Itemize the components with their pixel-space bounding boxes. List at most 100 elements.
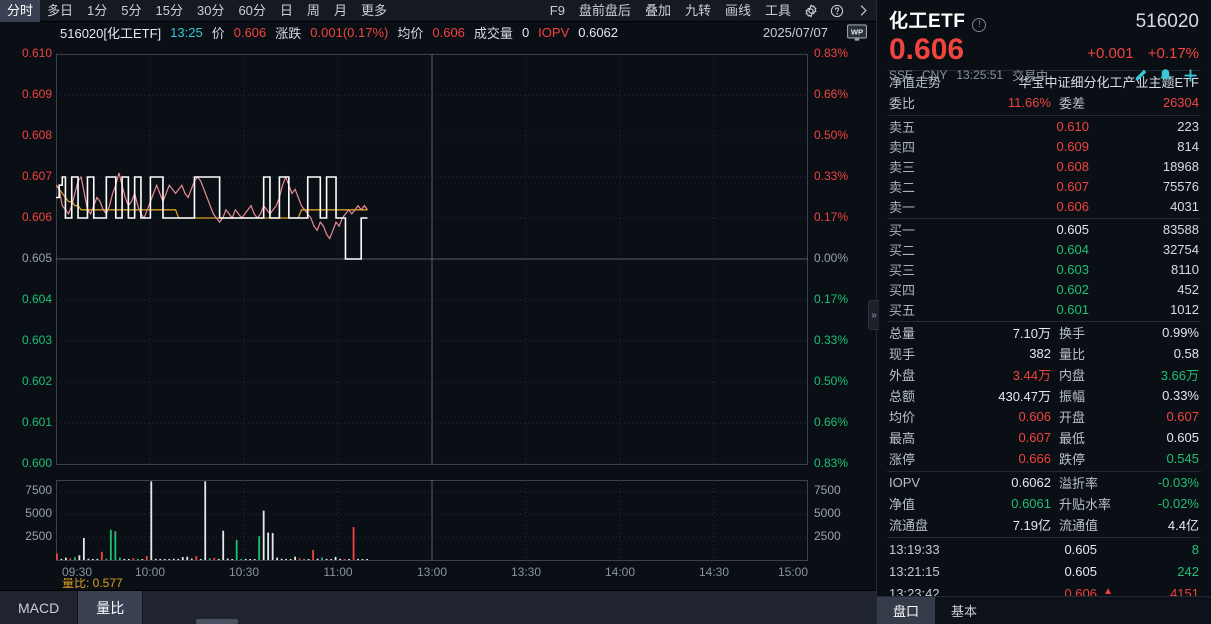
bell-icon[interactable] (1157, 68, 1174, 83)
price-tick-left-3: 0.607 (21, 169, 52, 183)
panel-tab-盘口[interactable]: 盘口 (877, 597, 936, 624)
toolbar-action-4[interactable]: 画线 (724, 2, 751, 18)
stat-row: 外盘 3.44万 内盘 3.66万 (877, 364, 1211, 385)
bid-price: 0.603 (1056, 261, 1089, 277)
ask-qty: 4031 (1170, 198, 1199, 214)
bid-row[interactable]: 买三 0.603 8110 (877, 259, 1211, 279)
bid-level-label: 买一 (889, 222, 916, 238)
ask-row[interactable]: 卖二 0.607 75576 (877, 176, 1211, 196)
indicator-tab-MACD[interactable]: MACD (0, 591, 79, 624)
help-icon[interactable] (824, 0, 850, 22)
toolbar-action-2[interactable]: 叠加 (644, 2, 671, 18)
price-tick-left-6: 0.604 (21, 292, 52, 306)
order-ratio-value: 11.66% (1007, 95, 1051, 110)
ask-row[interactable]: 卖五 0.610 223 (877, 116, 1211, 136)
time-tick-8: 15:00 (777, 565, 808, 579)
toolbar-item-0[interactable]: 分时 (0, 0, 41, 22)
toolbar-item-5[interactable]: 30分 (196, 2, 225, 18)
price-axis-left: 0.610 0.609 0.608 0.607 0.606 0.605 0.604 0.603… (0, 42, 56, 572)
panel-collapse-icon[interactable]: » (868, 300, 879, 330)
tick-qty: 242 (1177, 563, 1199, 579)
chevron-right-icon[interactable] (850, 0, 876, 22)
ask-qty: 223 (1177, 118, 1199, 134)
divider (887, 115, 1201, 116)
chart-toolbar: 分时 多日 1分 5分 15分 30分 60分日周月更多 F9 盘前盘后 叠加 九转 画线 工具 (0, 0, 876, 22)
toolbar-item-8[interactable]: 周 (306, 2, 320, 18)
toolbar-item-1[interactable]: 多日 (47, 2, 74, 18)
plus-icon[interactable] (1182, 68, 1199, 83)
exchange-label: SSE (889, 68, 914, 82)
price-tick-left-10: 0.600 (21, 456, 52, 470)
bid-row[interactable]: 买五 0.601 1012 (877, 299, 1211, 319)
toolbar-item-9[interactable]: 月 (333, 2, 347, 18)
edit-icon[interactable] (1132, 68, 1149, 83)
ask-price: 0.607 (1056, 178, 1089, 194)
bid-price: 0.605 (1056, 221, 1089, 237)
stat-key2: 量比 (1059, 347, 1086, 362)
toolbar-action-0[interactable]: F9 (549, 2, 565, 18)
divider (887, 471, 1201, 472)
fund-stat-row: 流通盘 7.19亿 流通值 4.4亿 (877, 514, 1211, 535)
nav-trend-row: 净值走势 华宝中证细分化工产业主题ETF (877, 71, 1211, 92)
bid-price: 0.601 (1056, 301, 1089, 317)
toolbar-item-6[interactable]: 60分 (238, 2, 266, 18)
tick-time: 13:21:15 (889, 563, 940, 579)
panel-tab-基本[interactable]: 基本 (951, 604, 978, 619)
bid-level-label: 买二 (889, 242, 916, 258)
toolbar-item-10[interactable]: 更多 (360, 2, 387, 18)
pct-tick-right-10: 0.83% (814, 456, 849, 470)
ask-price: 0.610 (1056, 118, 1089, 134)
stat-row: 总额 430.47万 振幅 0.33% (877, 385, 1211, 406)
bid-row[interactable]: 买一 0.605 83588 (877, 219, 1211, 239)
ask-row[interactable]: 卖一 0.606 4031 (877, 196, 1211, 216)
ask-book: 卖五 0.610 223 卖四 0.609 814 卖三 0.608 18968 卖二 0.607 7… (877, 116, 1211, 216)
chart-change-value: 0.001(0.17%) (310, 24, 389, 40)
indicator-tab-量比[interactable]: 量比 (78, 591, 144, 624)
ask-level-label: 卖五 (889, 119, 916, 135)
order-ratio-row: 委比 11.66% 委差 26304 (877, 92, 1211, 113)
toolbar-item-7[interactable]: 日 (279, 2, 293, 18)
fund-stat-value2: -0.02% (1157, 496, 1199, 511)
stat-row: 均价 0.606 开盘 0.607 (877, 406, 1211, 427)
pct-tick-right-4: 0.17% (814, 210, 849, 224)
stat-value: 3.44万 (1012, 368, 1051, 383)
currency-label: CNY (922, 68, 948, 82)
toolbar-item-4[interactable]: 15分 (155, 2, 183, 18)
price-tick-left-9: 0.601 (21, 415, 52, 429)
pct-tick-right-1: 0.66% (814, 87, 849, 101)
bid-row[interactable]: 买四 0.602 452 (877, 279, 1211, 299)
bid-row[interactable]: 买二 0.604 32754 (877, 239, 1211, 259)
stat-key2: 最低 (1059, 431, 1086, 446)
chart-plot-area[interactable] (56, 42, 808, 572)
stat-row: 现手 382 量比 0.58 (877, 343, 1211, 364)
toolbar-item-2[interactable]: 1分 (87, 2, 108, 18)
horizontal-scroll-handle[interactable] (196, 619, 238, 624)
gear-icon[interactable] (798, 0, 824, 22)
toolbar-action-1[interactable]: 盘前盘后 (578, 2, 631, 18)
fund-stat-value: 0.6061 (1011, 496, 1051, 511)
info-icon[interactable]: ! (972, 17, 987, 32)
bid-book: 买一 0.605 83588 买二 0.604 32754 买三 0.603 8110 买四 0.6… (877, 219, 1211, 319)
divider (887, 218, 1201, 219)
price-axis-right: 0.83% 0.66% 0.50% 0.33% 0.17% 0.00% 0.17% 0.33%… (808, 42, 870, 572)
change-percent: +0.17% (1147, 44, 1199, 62)
stat-row: 最高 0.607 最低 0.605 (877, 427, 1211, 448)
ask-row[interactable]: 卖四 0.609 814 (877, 136, 1211, 156)
fund-stat-key2: 流通值 (1059, 518, 1099, 533)
ask-row[interactable]: 卖三 0.608 18968 (877, 156, 1211, 176)
stat-key2: 振幅 (1059, 389, 1086, 404)
price-tick-left-7: 0.603 (21, 333, 52, 347)
stat-key: 现手 (889, 347, 916, 362)
last-price: 0.606 (889, 33, 965, 66)
toolbar-action-5[interactable]: 工具 (764, 2, 791, 18)
toolbar-item-3[interactable]: 5分 (121, 2, 142, 18)
time-tick-4: 13:00 (416, 565, 448, 579)
stat-value2: 0.545 (1166, 451, 1199, 466)
stat-value2: 0.607 (1166, 409, 1199, 424)
toolbar-action-3[interactable]: 九转 (684, 2, 711, 18)
stat-value: 0.666 (1018, 451, 1051, 466)
tick-direction-icon: ▲ (1103, 585, 1113, 597)
wp-screen-icon[interactable]: WP (844, 23, 870, 42)
stat-value2: 0.33% (1162, 388, 1199, 403)
stat-value: 0.606 (1018, 409, 1051, 424)
